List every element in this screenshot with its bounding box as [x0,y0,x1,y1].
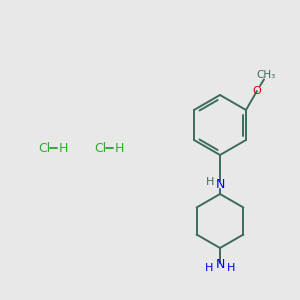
Text: H: H [227,263,235,273]
Text: H: H [114,142,124,154]
Text: H: H [58,142,68,154]
Text: N: N [215,178,225,191]
Text: H: H [205,263,213,273]
Text: H: H [206,177,214,187]
Text: O: O [253,86,261,96]
Text: Cl: Cl [94,142,106,154]
Text: N: N [215,257,225,271]
Text: CH₃: CH₃ [256,70,276,80]
Text: Cl: Cl [38,142,50,154]
